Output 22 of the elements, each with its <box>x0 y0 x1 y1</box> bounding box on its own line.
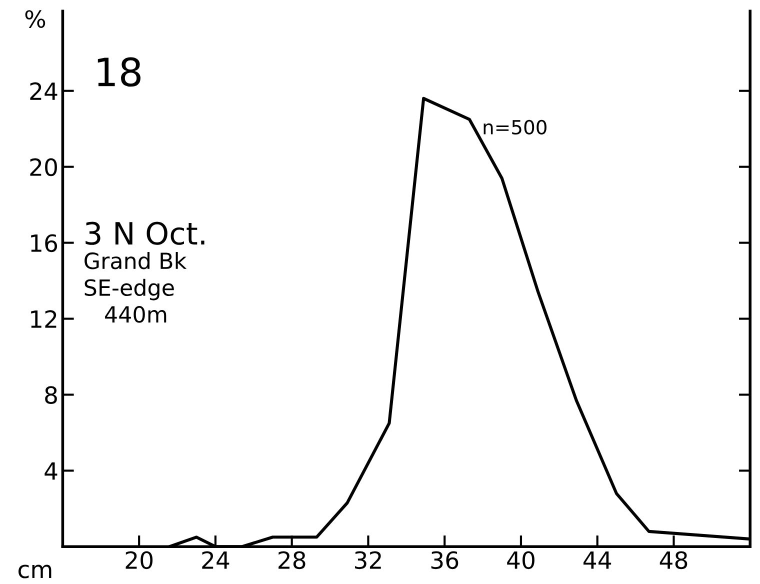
annotation: 440m <box>105 306 166 323</box>
y-axis-title: % <box>25 10 46 28</box>
x-axis-title: cm <box>18 564 52 578</box>
x-tick-label: 48 <box>660 551 688 570</box>
x-tick-label: 20 <box>126 551 153 570</box>
x-tick-label: 36 <box>431 551 458 570</box>
annotation: 18 <box>98 57 140 87</box>
annotation: n=500 <box>484 120 546 135</box>
y-tick-label: 24 <box>30 82 58 100</box>
annotation: 3 N Oct. <box>86 222 204 245</box>
y-tick-label: 8 <box>45 386 57 404</box>
x-tick-label: 28 <box>278 551 306 570</box>
annotation: SE-edge <box>84 278 174 300</box>
y-tick-label: 4 <box>44 462 58 480</box>
y-tick-label: 20 <box>30 158 57 176</box>
x-tick-label: 44 <box>583 552 612 569</box>
annotation: Grand Bk <box>84 252 187 270</box>
x-tick-label: 24 <box>202 551 230 569</box>
x-tick-label: 40 <box>507 551 534 570</box>
y-tick-label: 12 <box>31 310 56 328</box>
y-tick-label: 16 <box>31 234 58 252</box>
x-tick-label: 32 <box>355 551 381 570</box>
